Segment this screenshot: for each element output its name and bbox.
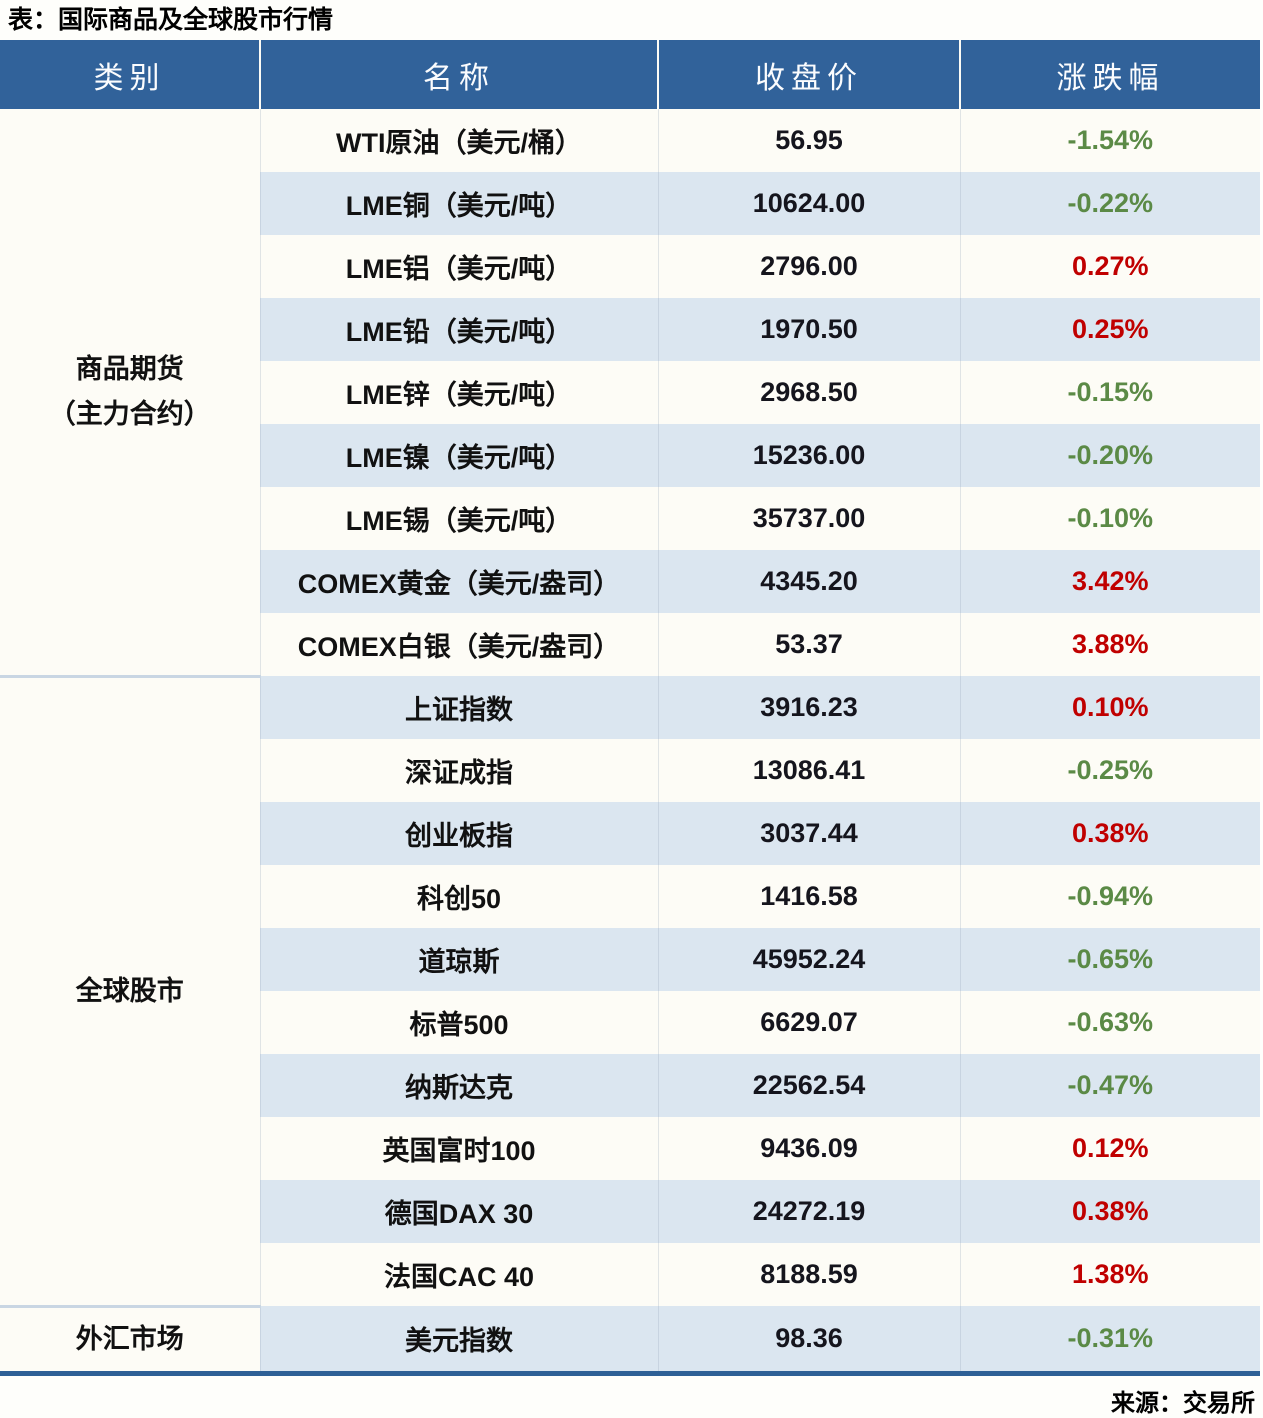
cell-close: 45952.24	[657, 928, 960, 991]
cell-close: 10624.00	[657, 172, 960, 235]
cell-change: 3.42%	[959, 550, 1260, 613]
cell-close: 24272.19	[657, 1180, 960, 1243]
cell-name: LME铜（美元/吨）	[259, 172, 658, 235]
source-caption: 来源：交易所	[1111, 1389, 1255, 1417]
cell-name: 英国富时100	[259, 1117, 658, 1180]
cell-change: 1.38%	[959, 1243, 1260, 1306]
cell-name: COMEX黄金（美元/盎司）	[259, 550, 658, 613]
cell-close: 6629.07	[657, 991, 960, 1054]
cell-name: 道琼斯	[259, 928, 658, 991]
cell-close: 3037.44	[657, 802, 960, 865]
cell-name: LME锡（美元/吨）	[259, 487, 658, 550]
table-row: LME铜（美元/吨） 10624.00 -0.22%	[0, 172, 1260, 235]
cell-change: 0.25%	[959, 298, 1260, 361]
cell-name: LME镍（美元/吨）	[259, 424, 658, 487]
cell-close: 53.37	[657, 613, 960, 676]
cell-name: 创业板指	[259, 802, 658, 865]
cell-change: -0.15%	[959, 361, 1260, 424]
cell-name: 科创50	[259, 865, 658, 928]
cell-name: 美元指数	[259, 1306, 658, 1373]
cell-name: WTI原油（美元/桶）	[259, 109, 658, 172]
cell-change: 0.38%	[959, 802, 1260, 865]
cell-name: 德国DAX 30	[259, 1180, 658, 1243]
cell-name: 纳斯达克	[259, 1054, 658, 1117]
cell-close: 2968.50	[657, 361, 960, 424]
cell-change: -0.20%	[959, 424, 1260, 487]
category-cell-global-stocks: 全球股市	[0, 674, 260, 1306]
cell-name: 上证指数	[259, 676, 658, 739]
cell-change: 0.38%	[959, 1180, 1260, 1243]
column-header-change: 涨跌幅	[959, 40, 1260, 109]
cell-change: -0.10%	[959, 487, 1260, 550]
cell-change: 0.10%	[959, 676, 1260, 739]
cell-name: COMEX白银（美元/盎司）	[259, 613, 658, 676]
cell-close: 98.36	[657, 1306, 960, 1373]
cell-close: 35737.00	[657, 487, 960, 550]
cell-change: -0.63%	[959, 991, 1260, 1054]
table-row: 商品期货 （主力合约） WTI原油（美元/桶） 56.95 -1.54%	[0, 109, 1260, 676]
category-cell-fx-market: 外汇市场	[0, 1304, 260, 1373]
cell-change: -0.47%	[959, 1054, 1260, 1117]
cell-close: 13086.41	[657, 739, 960, 802]
column-header-close: 收盘价	[657, 40, 960, 109]
table-row: 外汇市场 美元指数 98.36 -0.31%	[0, 1304, 1260, 1373]
cell-close: 1970.50	[657, 298, 960, 361]
cell-change: 3.88%	[959, 613, 1260, 676]
category-cell-commodity-futures: 商品期货 （主力合约）	[0, 109, 260, 676]
market-table: 类别 名称 收盘价 涨跌幅 商品期货 （主力合约） WTI原油（美元/桶） 56…	[0, 40, 1260, 1376]
header-row: 类别 名称 收盘价 涨跌幅	[0, 40, 1260, 109]
cell-close: 1416.58	[657, 865, 960, 928]
cell-close: 8188.59	[657, 1243, 960, 1306]
cell-name: 标普500	[259, 991, 658, 1054]
cell-change: -0.22%	[959, 172, 1260, 235]
cell-close: 2796.00	[657, 235, 960, 298]
cell-name: LME铝（美元/吨）	[259, 235, 658, 298]
cell-change: 0.12%	[959, 1117, 1260, 1180]
cell-change: -0.65%	[959, 928, 1260, 991]
column-header-category: 类别	[0, 40, 260, 109]
cell-close: 3916.23	[657, 676, 960, 739]
cell-close: 15236.00	[657, 424, 960, 487]
column-header-name: 名称	[259, 40, 658, 109]
cell-close: 56.95	[657, 109, 960, 172]
cell-close: 22562.54	[657, 1054, 960, 1117]
cell-change: -0.31%	[959, 1306, 1260, 1373]
cell-change: -0.25%	[959, 739, 1260, 802]
cell-close: 9436.09	[657, 1117, 960, 1180]
cell-name: LME铅（美元/吨）	[259, 298, 658, 361]
cell-name: LME锌（美元/吨）	[259, 361, 658, 424]
cell-change: -0.94%	[959, 865, 1260, 928]
cell-close: 4345.20	[657, 550, 960, 613]
cell-change: -1.54%	[959, 109, 1260, 172]
cell-change: 0.27%	[959, 235, 1260, 298]
cell-name: 法国CAC 40	[259, 1243, 658, 1306]
page-title: 表：国际商品及全球股市行情	[8, 6, 334, 34]
table-row: 全球股市 上证指数 3916.23 0.10%	[0, 674, 1260, 1306]
cell-name: 深证成指	[259, 739, 658, 802]
